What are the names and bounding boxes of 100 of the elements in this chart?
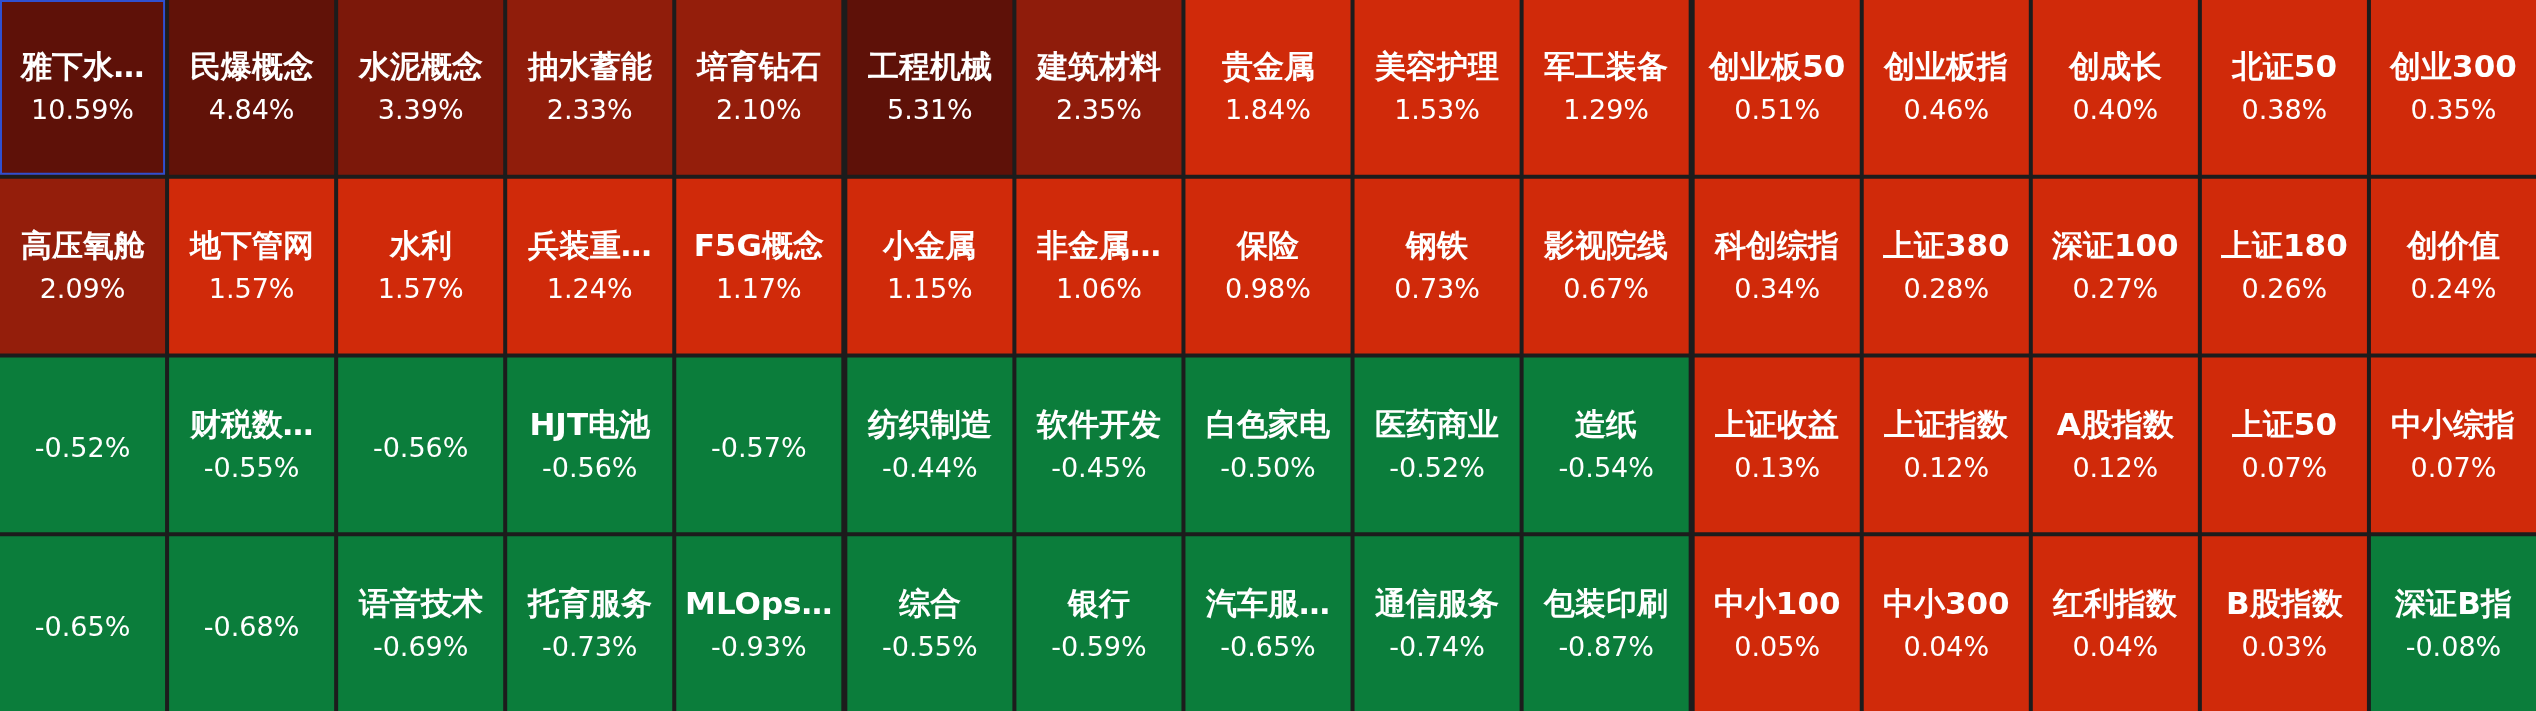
- data-label: -0.50%: [1220, 451, 1316, 483]
- category-label: 创业板指: [1883, 48, 2009, 85]
- category-label: 创价值: [2405, 227, 2500, 264]
- data-label: 1.53%: [1394, 94, 1480, 126]
- data-label: 1.29%: [1563, 94, 1650, 126]
- data-label: 0.24%: [2410, 273, 2497, 305]
- data-label: 2.09%: [39, 273, 126, 305]
- data-label: -0.54%: [1558, 451, 1654, 483]
- category-label: 红利指数: [2052, 584, 2179, 621]
- data-label: -0.44%: [882, 451, 978, 483]
- data-label: 0.12%: [1903, 451, 1990, 483]
- category-label: 钢铁: [1404, 227, 1469, 264]
- data-label: -0.59%: [1051, 630, 1147, 662]
- data-label: -0.08%: [2405, 630, 2502, 662]
- data-label: 1.15%: [886, 273, 973, 305]
- data-label: 1.57%: [377, 273, 464, 305]
- category-label: 军工装备: [1544, 48, 1669, 85]
- category-label: 贵金属: [1221, 48, 1315, 85]
- data-label: -0.45%: [1051, 451, 1147, 483]
- category-label: 上证指数: [1883, 405, 2010, 442]
- data-label: 0.27%: [2072, 273, 2159, 305]
- data-label: -0.74%: [1389, 630, 1485, 662]
- category-label: 上证收益: [1714, 405, 1840, 442]
- category-label: 包装印刷: [1543, 584, 1669, 621]
- data-label: 0.05%: [1734, 630, 1821, 662]
- data-label: 0.73%: [1394, 273, 1480, 305]
- data-label: -0.68%: [203, 610, 300, 642]
- category-label: 民爆概念: [189, 48, 314, 85]
- data-label: 2.10%: [715, 94, 802, 126]
- category-label: 影视院线: [1543, 227, 1669, 264]
- data-label: 0.04%: [1903, 630, 1990, 662]
- data-label: 0.51%: [1734, 94, 1821, 126]
- category-label: 中小综指: [2391, 405, 2516, 442]
- category-label: 中小300: [1882, 584, 2010, 621]
- category-label: A股指数: [2056, 405, 2175, 442]
- data-label: -0.56%: [541, 451, 638, 483]
- category-label: 抽水蓄能: [526, 48, 652, 85]
- category-label: HJT电池: [529, 405, 652, 442]
- category-label: 创业300: [2389, 48, 2517, 85]
- category-label: MLOps…: [685, 584, 833, 621]
- data-label: 0.40%: [2072, 94, 2159, 126]
- data-label: -0.52%: [34, 431, 131, 463]
- data-label: 1.17%: [715, 273, 802, 305]
- data-label: 0.38%: [2241, 94, 2328, 126]
- data-label: 2.33%: [546, 94, 633, 126]
- category-label: 保险: [1236, 227, 1299, 264]
- category-label: 美容护理: [1374, 48, 1500, 85]
- category-label: 创业板50: [1708, 48, 1846, 85]
- category-label: 地下管网: [187, 227, 314, 264]
- category-label: 北证50: [2230, 48, 2337, 85]
- data-label: -0.69%: [372, 630, 469, 662]
- category-label: 通信服务: [1375, 584, 1500, 621]
- category-label: 小金属: [882, 227, 977, 264]
- data-label: 0.03%: [2241, 630, 2328, 662]
- category-label: 中小100: [1713, 584, 1841, 621]
- data-label: -0.55%: [882, 630, 978, 662]
- data-label: -0.52%: [1389, 451, 1485, 483]
- data-label: 1.06%: [1056, 273, 1142, 305]
- data-label: -0.65%: [1220, 630, 1316, 662]
- data-label: 0.04%: [2072, 630, 2159, 662]
- category-label: 水利: [388, 227, 452, 264]
- category-label: 高压氧舱: [20, 227, 146, 264]
- category-label: 科创综指: [1714, 227, 1840, 264]
- data-label: 0.46%: [1903, 94, 1990, 126]
- data-label: 0.12%: [2072, 451, 2159, 483]
- data-label: -0.87%: [1558, 630, 1654, 662]
- data-label: 4.84%: [208, 94, 295, 126]
- data-label: 0.26%: [2241, 273, 2328, 305]
- category-label: F5G概念: [693, 227, 824, 264]
- category-label: 水泥概念: [357, 48, 483, 85]
- category-label: 上证380: [1881, 227, 2010, 264]
- data-label: -0.57%: [711, 431, 807, 463]
- category-label: 纺织制造: [866, 405, 992, 442]
- data-label: -0.56%: [372, 431, 469, 463]
- data-label: 0.34%: [1734, 273, 1821, 305]
- category-label: 银行: [1065, 584, 1130, 621]
- category-label: 深证B指: [2394, 584, 2512, 621]
- category-label: 软件开发: [1035, 405, 1161, 442]
- category-label: 创成长: [2067, 48, 2162, 85]
- data-label: -0.73%: [541, 630, 638, 662]
- data-label: 0.98%: [1225, 273, 1311, 305]
- category-label: 兵装重…: [526, 227, 652, 264]
- data-label: 0.07%: [2241, 451, 2328, 483]
- data-label: 10.59%: [31, 94, 135, 126]
- data-label: 0.35%: [2410, 94, 2497, 126]
- category-label: 财税数…: [188, 405, 314, 442]
- data-label: 0.07%: [2410, 451, 2497, 483]
- category-label: 汽车服…: [1205, 584, 1330, 621]
- data-label: 2.35%: [1056, 94, 1142, 126]
- category-label: B股指数: [2226, 584, 2344, 621]
- data-label: 3.39%: [377, 94, 464, 126]
- category-label: 培育钻石: [694, 48, 821, 85]
- category-label: 工程机械: [866, 48, 992, 85]
- category-label: 上证180: [2220, 227, 2348, 264]
- category-label: 建筑材料: [1034, 48, 1161, 85]
- category-label: 造纸: [1575, 405, 1638, 442]
- data-label: 5.31%: [886, 94, 973, 126]
- category-label: 托育服务: [526, 584, 652, 621]
- data-label: -0.93%: [711, 630, 807, 662]
- category-label: 上证50: [2230, 405, 2337, 442]
